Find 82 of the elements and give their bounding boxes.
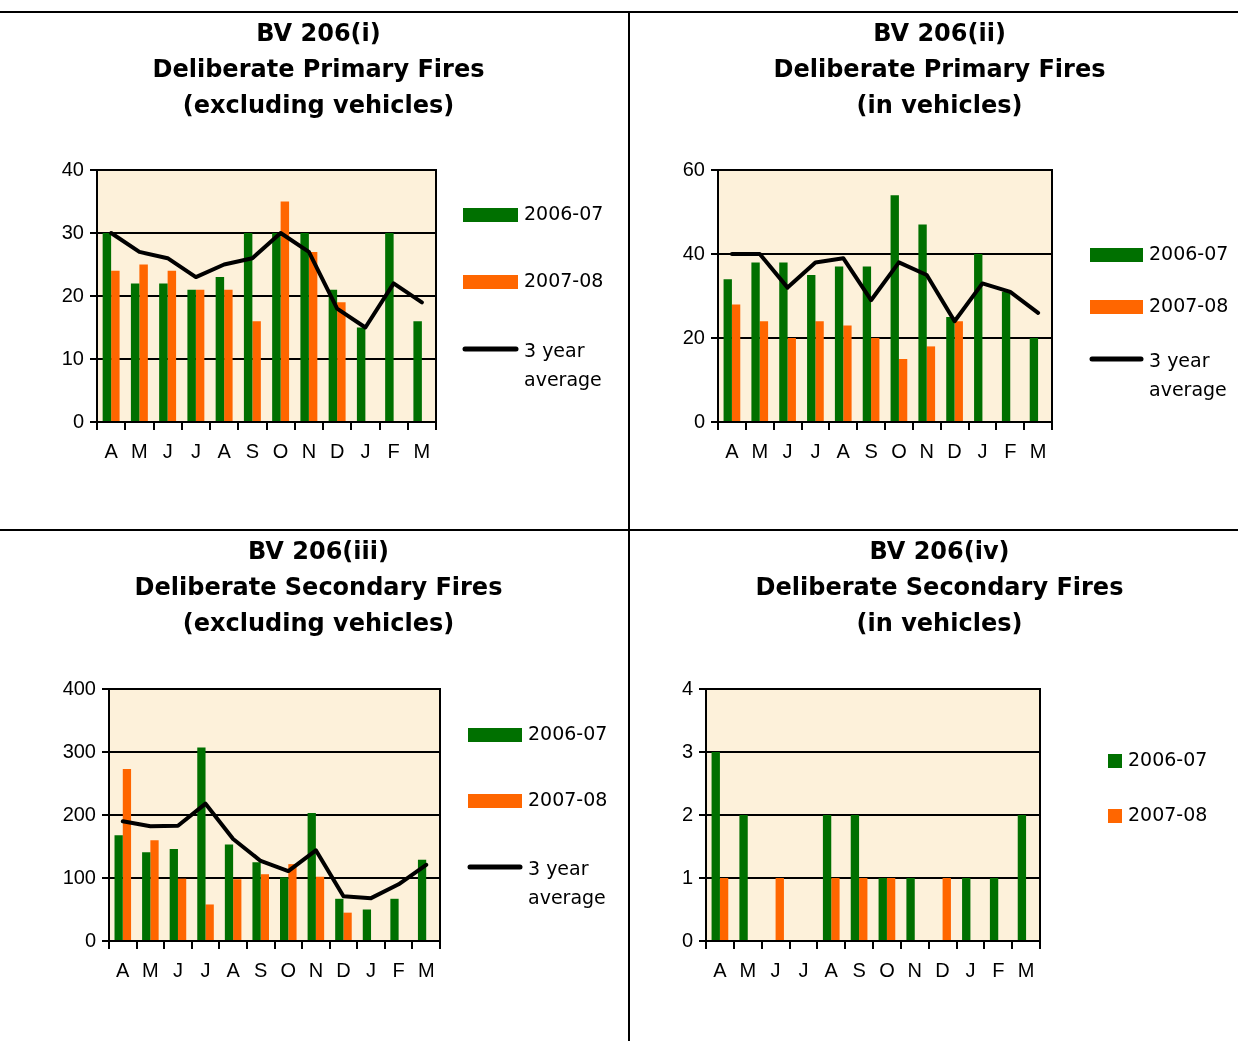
x-tick-label: M xyxy=(751,439,769,462)
x-tick-label: A xyxy=(713,958,728,981)
y-tick-label: 0 xyxy=(681,928,693,951)
legend-label: 2007-08 xyxy=(524,268,604,291)
y-tick-label: 60 xyxy=(682,157,705,180)
x-tick-label: N xyxy=(907,958,922,981)
y-tick-label: 40 xyxy=(682,241,705,264)
x-tick-label: O xyxy=(280,958,297,981)
x-tick-label: M xyxy=(131,439,148,462)
x-tick-label: D xyxy=(336,958,351,981)
x-tick-label: O xyxy=(891,439,907,462)
chart-title: BV 206(iii) Deliberate Secondary Fires (excluding vehicles) xyxy=(133,536,504,639)
x-tick-label: O xyxy=(879,958,895,981)
x-tick-label: F xyxy=(387,439,400,462)
x-tick-label: J xyxy=(162,439,173,462)
legend-label: 2006-07 xyxy=(1149,241,1229,264)
x-tick-label: A xyxy=(836,439,851,462)
x-tick-label: F xyxy=(1004,439,1017,462)
x-tick-label: N xyxy=(919,439,934,462)
chart-title: BV 206(iv) Deliberate Secondary Fires (in vehicles) xyxy=(754,536,1125,639)
legend-label: 2006-07 xyxy=(524,201,604,224)
x-tick-label: M xyxy=(1017,958,1035,981)
x-tick-label: S xyxy=(852,958,866,981)
x-tick-label: M xyxy=(142,958,159,981)
legend-label: 2007-08 xyxy=(1149,293,1229,316)
chart-title: BV 206(ii) Deliberate Primary Fires (in vehicles) xyxy=(772,18,1107,121)
x-tick-label: J xyxy=(977,439,988,462)
y-tick-label: 10 xyxy=(61,346,84,369)
y-tick-label: 40 xyxy=(61,157,84,180)
y-tick-label: 400 xyxy=(62,676,96,699)
x-tick-label: A xyxy=(725,439,740,462)
x-tick-label: J xyxy=(366,958,377,981)
y-tick-label: 2 xyxy=(681,802,693,825)
x-tick-label: D xyxy=(329,439,345,462)
legend-label: 2007-08 xyxy=(1128,802,1208,825)
legend-label: 3 year average xyxy=(528,856,606,908)
x-tick-label: F xyxy=(392,958,405,981)
y-tick-label: 30 xyxy=(61,220,84,243)
legend-label: 2006-07 xyxy=(528,721,608,744)
x-tick-label: A xyxy=(226,958,241,981)
x-tick-label: F xyxy=(992,958,1005,981)
x-tick-label: A xyxy=(824,958,839,981)
y-tick-label: 0 xyxy=(72,409,84,432)
legend-label: 2006-07 xyxy=(1128,747,1208,770)
legend-label: 3 year average xyxy=(1149,348,1227,400)
x-tick-label: D xyxy=(947,439,962,462)
y-tick-label: 100 xyxy=(62,865,96,888)
y-tick-label: 3 xyxy=(681,739,693,762)
x-tick-label: J xyxy=(782,439,793,462)
x-tick-label: S xyxy=(254,958,268,981)
y-tick-label: 0 xyxy=(693,409,705,432)
x-tick-label: D xyxy=(935,958,950,981)
x-tick-label: A xyxy=(217,439,232,462)
x-tick-label: J xyxy=(190,439,201,462)
y-tick-label: 300 xyxy=(62,739,96,762)
x-tick-label: M xyxy=(1029,439,1047,462)
x-tick-label: J xyxy=(360,439,371,462)
y-tick-label: 20 xyxy=(61,283,84,306)
x-tick-label: J xyxy=(172,958,183,981)
x-tick-label: J xyxy=(965,958,976,981)
y-tick-label: 20 xyxy=(682,325,705,348)
x-tick-label: A xyxy=(104,439,119,462)
x-tick-label: J xyxy=(798,958,809,981)
x-tick-label: M xyxy=(413,439,431,462)
x-tick-label: S xyxy=(245,439,260,462)
x-tick-label: N xyxy=(301,439,317,462)
chart-title: BV 206(i) Deliberate Primary Fires (excluding vehicles) xyxy=(151,18,486,121)
x-tick-label: J xyxy=(810,439,821,462)
x-tick-label: J xyxy=(770,958,781,981)
legend-label: 2007-08 xyxy=(528,787,608,810)
x-tick-label: M xyxy=(739,958,757,981)
y-tick-label: 0 xyxy=(84,928,96,951)
x-tick-label: S xyxy=(864,439,878,462)
x-tick-label: O xyxy=(272,439,289,462)
x-tick-label: M xyxy=(417,958,435,981)
legend-label: 3 year average xyxy=(524,338,602,390)
x-tick-label: J xyxy=(200,958,211,981)
x-tick-label: A xyxy=(116,958,131,981)
y-tick-label: 1 xyxy=(681,865,693,888)
x-tick-label: N xyxy=(308,958,324,981)
y-tick-label: 200 xyxy=(62,802,96,825)
y-tick-label: 4 xyxy=(681,676,693,699)
